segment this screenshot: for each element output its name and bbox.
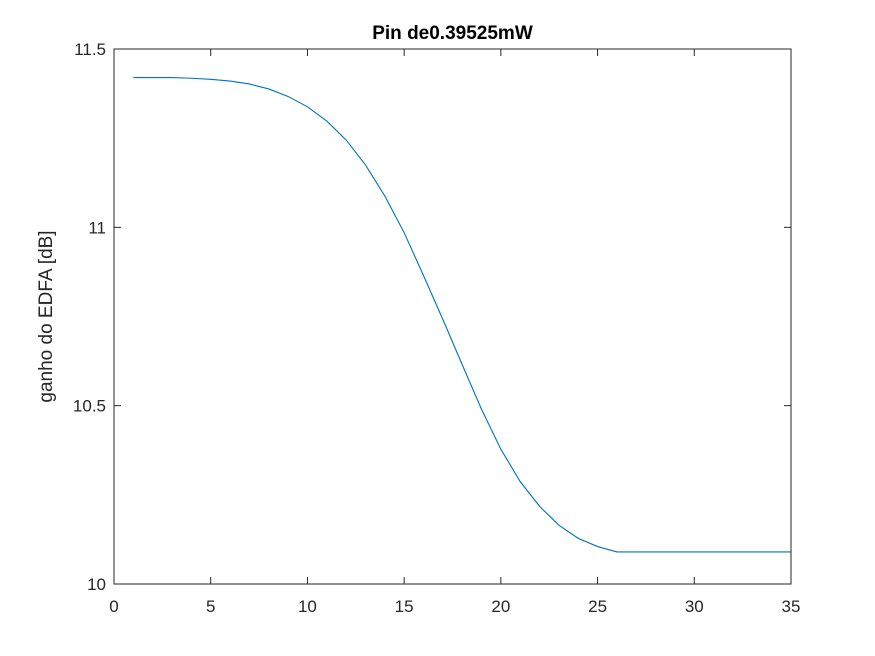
- x-tick-label: 0: [109, 597, 118, 616]
- y-axis-label: ganho do EDFA [dB]: [36, 230, 57, 402]
- y-tick-label: 10.5: [73, 397, 106, 416]
- x-tick-label: 30: [685, 597, 704, 616]
- chart-title: Pin de0.39525mW: [372, 23, 533, 44]
- x-tick-label: 10: [298, 597, 317, 616]
- axis-tick-labels: 0 5 10 15 20 25 30 35 10 10.5 11 11.5: [73, 40, 801, 616]
- x-tick-label: 35: [782, 597, 801, 616]
- x-tick-label: 20: [491, 597, 510, 616]
- y-tick-label: 10: [87, 575, 106, 594]
- y-tick-label: 11.5: [74, 40, 106, 59]
- series-line: [133, 76, 791, 553]
- x-tick-label: 15: [395, 597, 414, 616]
- x-tick-label: 5: [206, 597, 215, 616]
- plot-area: [114, 49, 791, 584]
- x-tick-label: 25: [588, 597, 607, 616]
- axes-box: [113, 48, 792, 585]
- y-tick-label: 11: [88, 218, 106, 237]
